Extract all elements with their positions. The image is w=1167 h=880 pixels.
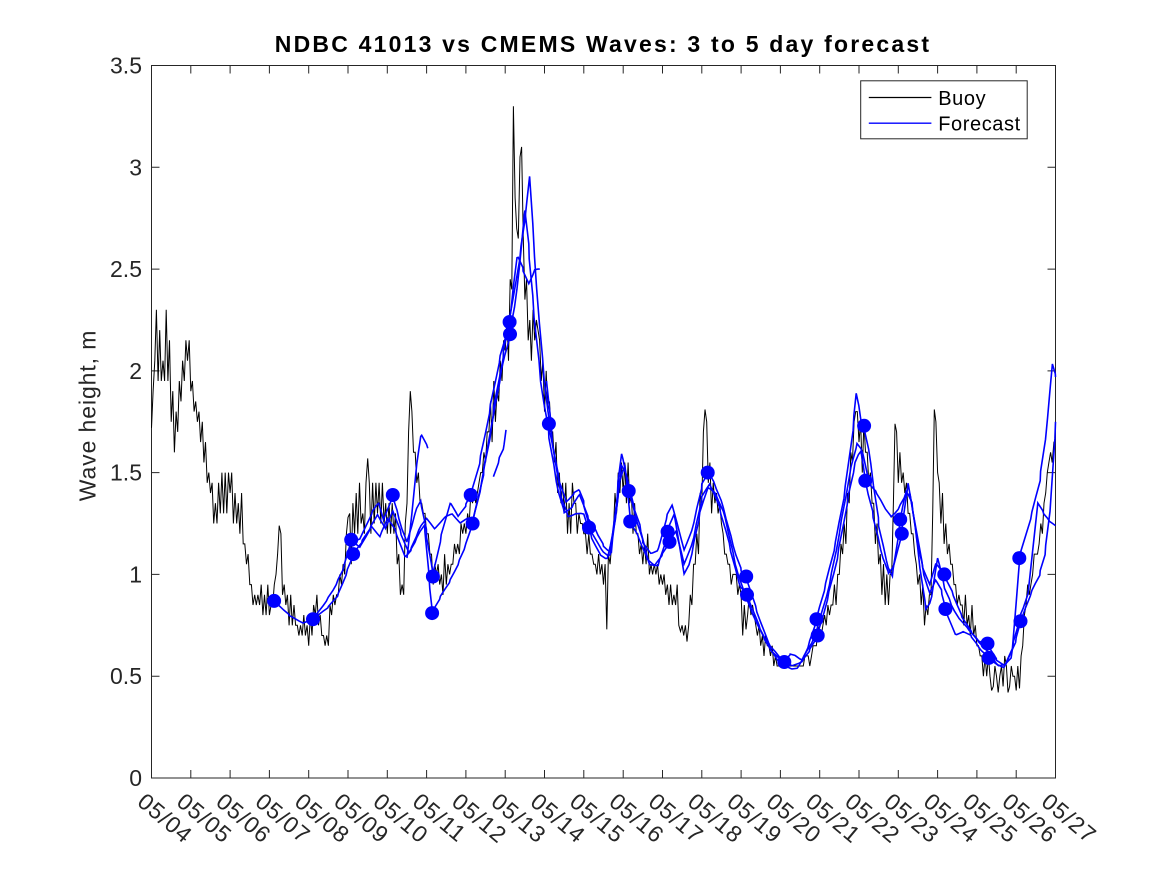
svg-text:0: 0: [129, 765, 142, 791]
svg-text:3: 3: [129, 154, 142, 180]
svg-text:Wave height, m: Wave height, m: [75, 330, 101, 502]
svg-text:Forecast: Forecast: [938, 114, 1021, 136]
svg-text:Buoy: Buoy: [938, 88, 986, 110]
svg-text:NDBC 41013 vs CMEMS Waves: 3 t: NDBC 41013 vs CMEMS Waves: 3 to 5 day fo…: [275, 31, 931, 57]
svg-text:3.5: 3.5: [110, 53, 142, 79]
svg-text:2.5: 2.5: [110, 256, 142, 282]
svg-text:1.5: 1.5: [110, 460, 142, 486]
svg-text:1: 1: [129, 561, 142, 587]
svg-text:2: 2: [129, 358, 142, 384]
svg-text:0.5: 0.5: [110, 663, 142, 689]
